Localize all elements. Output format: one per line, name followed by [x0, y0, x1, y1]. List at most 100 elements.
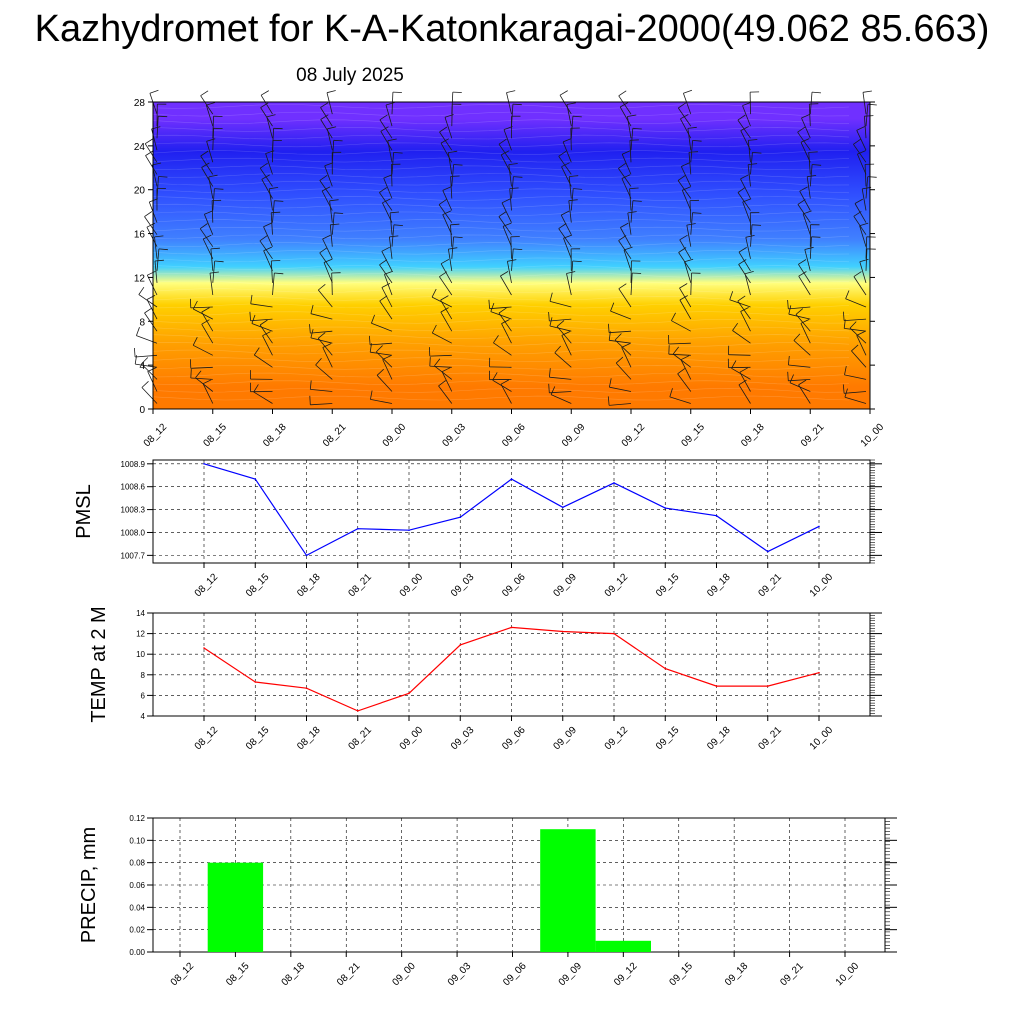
wind-barb	[800, 142, 811, 163]
wind-barb-flag	[808, 151, 818, 153]
wind-barb-flag	[440, 307, 449, 313]
wind-barb	[510, 236, 512, 259]
wind-barb-flag	[677, 174, 686, 181]
wind-barb-flag	[147, 270, 156, 276]
wind-barb	[507, 261, 512, 283]
wind-barb-flag	[618, 90, 627, 97]
wind-barb-flag	[732, 322, 739, 331]
wind-barb	[804, 249, 811, 271]
wind-barb-flag	[310, 304, 314, 314]
x-tick-label: 10_00	[859, 421, 887, 449]
wind-barb	[384, 274, 393, 296]
wind-barb-flag	[200, 150, 209, 157]
wind-barb	[329, 200, 333, 223]
wind-barb-flag	[509, 187, 519, 189]
wind-barb	[629, 188, 632, 211]
contour-line	[152, 173, 850, 178]
page-title: Kazhydromet for K-A-Katonkaragai-2000(49…	[34, 8, 990, 50]
wind-barb-flag	[144, 138, 154, 145]
wind-barb-flag	[857, 150, 866, 155]
wind-barb-flag	[260, 102, 269, 108]
wind-barb-flag	[573, 188, 583, 190]
wind-barb	[561, 335, 572, 356]
wind-barb	[806, 176, 811, 199]
wind-barb	[259, 324, 273, 344]
wind-barb-flag	[442, 186, 452, 191]
wind-barb	[322, 238, 333, 259]
wind-barb	[549, 301, 572, 308]
wind-barb-flag	[393, 152, 403, 154]
wind-barb-flag	[369, 335, 371, 345]
wind-barb-flag	[798, 379, 807, 386]
wind-barb	[740, 311, 751, 332]
y-tick-label: 0.02	[129, 926, 145, 935]
wind-barb-flag	[561, 162, 570, 168]
wind-barb	[566, 273, 572, 296]
wind-barb-flag	[615, 356, 624, 364]
wind-barb-flag	[190, 369, 192, 379]
wind-barb-flag	[859, 222, 869, 227]
wind-barb-flag	[671, 312, 676, 321]
wind-barb-flag	[692, 140, 702, 142]
wind-barb-flag	[609, 378, 612, 388]
wind-barb	[738, 264, 751, 284]
wind-barb-flag	[154, 259, 164, 262]
wind-barb-flag	[330, 223, 340, 226]
temp-point	[664, 667, 667, 670]
contour-line	[152, 349, 850, 355]
temp-point	[818, 671, 820, 674]
wind-barb	[802, 213, 811, 235]
temp-panel: 08_12 08_15 08_18 08_21 09_00 09_03 09_06 09_09…	[88, 606, 882, 752]
wind-barb-flag	[379, 114, 388, 121]
wind-barb-flag	[800, 138, 810, 143]
wind-barb-flag	[799, 186, 808, 192]
wind-barb-flag	[812, 164, 822, 166]
wind-barb-flag	[201, 162, 210, 168]
wind-barb-flag	[501, 198, 511, 204]
y-tick-label: 4	[139, 361, 145, 372]
wind-barb-flag	[309, 395, 311, 405]
wind-barb-flag	[149, 89, 159, 94]
wind-barb	[200, 95, 214, 115]
wind-barb	[556, 326, 572, 344]
wind-barb-flag	[742, 102, 751, 106]
x-tick-label: 08_15	[244, 724, 272, 752]
wind-barb-flag	[751, 224, 762, 226]
wind-barb	[448, 249, 453, 271]
wind-barb	[272, 200, 275, 223]
wind-barb-flag	[627, 114, 637, 117]
wind-barb-flag	[507, 259, 517, 262]
wind-barb-flag	[788, 355, 790, 366]
contour-line	[152, 142, 850, 148]
wind-barb	[379, 192, 393, 211]
wind-barb-flag	[621, 174, 631, 179]
wind-barb-flag	[322, 343, 332, 348]
wind-barb-flag	[549, 368, 551, 378]
wind-barb-flag	[441, 367, 451, 373]
pmsl-point	[818, 525, 820, 528]
wind-barb	[668, 342, 691, 345]
wind-barb	[511, 248, 514, 271]
temp-point	[203, 647, 205, 649]
wind-barb	[621, 347, 632, 368]
wind-barb-flag	[569, 175, 579, 177]
wind-barb	[680, 359, 692, 380]
x-tick-label: 09_15	[668, 960, 696, 988]
wind-barb	[500, 384, 512, 404]
wind-barb-flag	[440, 138, 449, 144]
wind-barb	[801, 117, 811, 139]
x-tick-label: 08_15	[244, 571, 272, 599]
wind-barb-flag	[610, 302, 615, 312]
wind-barb	[683, 93, 692, 115]
wind-barb-flag	[323, 258, 333, 263]
wind-barb	[440, 142, 453, 163]
wind-barb-flag	[317, 332, 326, 339]
wind-barb	[737, 300, 751, 320]
contour-line	[152, 219, 850, 224]
wind-barb	[744, 273, 751, 296]
wind-barb	[376, 351, 393, 368]
wind-barb-flag	[310, 329, 314, 338]
wind-barb	[270, 260, 273, 283]
y-tick-label: 1008.0	[121, 528, 146, 537]
x-tick-label: 10_00	[808, 724, 836, 752]
